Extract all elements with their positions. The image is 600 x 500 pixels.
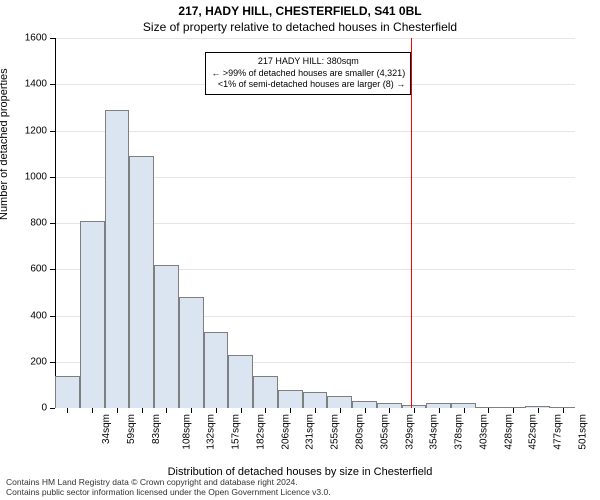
xtick-mark — [315, 408, 316, 413]
xtick-label: 206sqm — [280, 414, 291, 450]
histogram-bar — [55, 376, 80, 408]
xtick-mark — [166, 408, 167, 413]
xtick-mark — [439, 408, 440, 413]
reference-line — [411, 38, 412, 408]
xtick-label: 403sqm — [478, 414, 489, 450]
ytick-label: 400 — [7, 310, 47, 321]
xtick-label: 354sqm — [429, 414, 440, 450]
ytick-label: 0 — [7, 403, 47, 414]
ytick-label: 600 — [7, 264, 47, 275]
histogram-bar — [80, 221, 105, 408]
xtick-label: 182sqm — [256, 414, 267, 450]
xtick-label: 452sqm — [528, 414, 539, 450]
xtick-mark — [142, 408, 143, 413]
xtick-mark — [513, 408, 514, 413]
xtick-mark — [488, 408, 489, 413]
histogram-bar — [179, 297, 204, 408]
xtick-mark — [241, 408, 242, 413]
xtick-mark — [538, 408, 539, 413]
histogram-bar — [253, 376, 278, 408]
histogram-bar — [154, 265, 179, 408]
xtick-mark — [216, 408, 217, 413]
ytick-label: 1000 — [7, 171, 47, 182]
histogram-bar — [278, 390, 303, 409]
chart-container: 217, HADY HILL, CHESTERFIELD, S41 0BL Si… — [0, 0, 600, 500]
xtick-label: 280sqm — [355, 414, 366, 450]
xtick-label: 378sqm — [454, 414, 465, 450]
annotation-box: 217 HADY HILL: 380sqm← >99% of detached … — [205, 52, 411, 95]
xtick-label: 231sqm — [305, 414, 316, 450]
xtick-label: 477sqm — [553, 414, 564, 450]
xtick-mark — [389, 408, 390, 413]
chart-super-title: 217, HADY HILL, CHESTERFIELD, S41 0BL — [0, 0, 600, 18]
xtick-mark — [92, 408, 93, 413]
chart-title: Size of property relative to detached ho… — [0, 18, 600, 34]
histogram-bar — [105, 110, 130, 408]
xtick-mark — [365, 408, 366, 413]
footer-line-2: Contains public sector information licen… — [6, 487, 331, 498]
xtick-label: 428sqm — [503, 414, 514, 450]
histogram-bar — [228, 355, 253, 408]
xtick-label: 34sqm — [101, 414, 112, 444]
histogram-bar — [204, 332, 229, 408]
ytick-label: 1200 — [7, 125, 47, 136]
attribution-footer: Contains HM Land Registry data © Crown c… — [6, 477, 331, 498]
xtick-mark — [290, 408, 291, 413]
xtick-mark — [67, 408, 68, 413]
annotation-line-2: ← >99% of detached houses are smaller (4… — [211, 68, 405, 80]
xtick-mark — [191, 408, 192, 413]
xtick-mark — [265, 408, 266, 413]
y-axis — [55, 38, 56, 408]
ytick-label: 200 — [7, 356, 47, 367]
ytick-label: 800 — [7, 218, 47, 229]
xtick-mark — [464, 408, 465, 413]
xtick-label: 83sqm — [151, 414, 162, 444]
histogram-bar — [352, 401, 377, 408]
histogram-bar — [129, 156, 154, 408]
xtick-mark — [117, 408, 118, 413]
xtick-mark — [563, 408, 564, 413]
histogram-bar — [327, 396, 352, 408]
footer-line-1: Contains HM Land Registry data © Crown c… — [6, 477, 331, 488]
xtick-label: 108sqm — [181, 414, 192, 450]
annotation-line-3: <1% of semi-detached houses are larger (… — [211, 79, 405, 91]
ytick-label: 1400 — [7, 79, 47, 90]
xtick-label: 157sqm — [231, 414, 242, 450]
y-axis-label: Number of detached properties — [0, 68, 10, 220]
xtick-mark — [414, 408, 415, 413]
xtick-label: 132sqm — [206, 414, 217, 450]
annotation-line-1: 217 HADY HILL: 380sqm — [211, 56, 405, 68]
xtick-label: 329sqm — [404, 414, 415, 450]
plot-area: 0200400600800100012001400160034sqm59sqm8… — [55, 38, 575, 408]
gridline — [55, 38, 575, 39]
xtick-mark — [340, 408, 341, 413]
ytick-label: 1600 — [7, 33, 47, 44]
xtick-label: 59sqm — [126, 414, 137, 444]
ytick-mark — [50, 408, 55, 409]
histogram-bar — [303, 392, 328, 408]
xtick-label: 501sqm — [577, 414, 588, 450]
xtick-label: 305sqm — [379, 414, 390, 450]
gridline — [55, 131, 575, 132]
xtick-label: 255sqm — [330, 414, 341, 450]
